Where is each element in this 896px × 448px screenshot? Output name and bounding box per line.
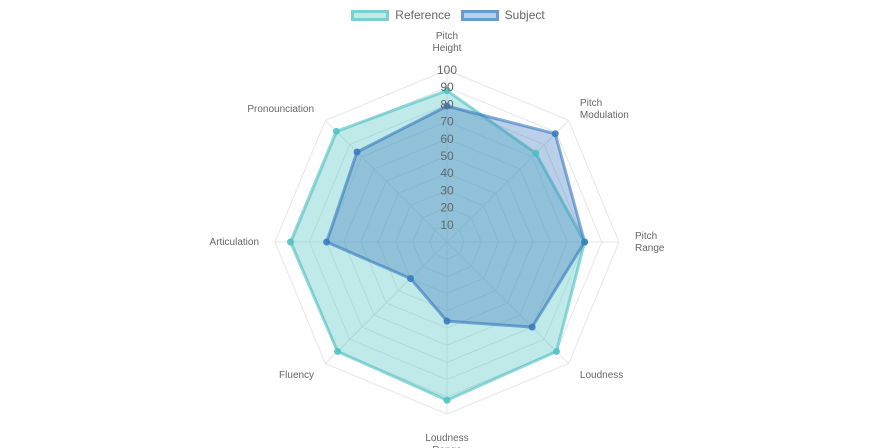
data-point-subject xyxy=(443,102,451,110)
legend-item-subject[interactable]: Subject xyxy=(460,8,545,22)
axis-label: Range xyxy=(635,243,665,254)
data-point-subject xyxy=(551,130,559,138)
axis-label: Pitch xyxy=(635,231,657,242)
legend-swatch-subject xyxy=(460,9,499,21)
chart-legend: Reference Subject xyxy=(0,6,896,24)
data-point-reference xyxy=(443,396,451,404)
angle-line xyxy=(446,120,569,243)
data-point-subject xyxy=(528,323,536,331)
legend-label-reference: Reference xyxy=(395,8,451,22)
tick-label: 50 xyxy=(440,149,454,163)
axis-label: Modulation xyxy=(580,110,629,121)
tick-label: 60 xyxy=(440,132,454,146)
tick-label: 30 xyxy=(440,183,454,197)
angle-line xyxy=(325,241,448,364)
axis-label: Articulation xyxy=(210,237,259,248)
tick-label: 20 xyxy=(440,201,454,215)
data-point-reference xyxy=(334,347,342,355)
axis-label: Fluency xyxy=(279,370,314,381)
data-point-subject xyxy=(407,274,415,282)
legend-item-reference[interactable]: Reference xyxy=(351,8,451,22)
data-point-subject xyxy=(353,148,361,156)
data-point-reference xyxy=(552,347,560,355)
axis-label: Pronounciation xyxy=(247,104,314,115)
data-point-reference xyxy=(332,127,340,135)
tick-label: 100 xyxy=(437,63,457,77)
data-point-reference xyxy=(443,87,451,95)
axis-label: Pitch xyxy=(580,98,602,109)
tick-label: 10 xyxy=(440,218,454,232)
tick-label: 80 xyxy=(440,97,454,111)
tick-label: 40 xyxy=(440,166,454,180)
axis-label: Height xyxy=(433,43,462,54)
axis-label: Pitch xyxy=(436,31,458,42)
tick-label: 90 xyxy=(440,80,454,94)
data-point-reference xyxy=(532,149,540,157)
data-point-reference xyxy=(286,238,294,246)
angle-line xyxy=(325,120,448,243)
legend-swatch-reference xyxy=(351,9,390,21)
data-point-subject xyxy=(443,317,451,325)
axis-label: Loudness xyxy=(580,370,623,381)
tick-label: 70 xyxy=(440,115,454,129)
data-point-subject xyxy=(581,238,589,246)
angle-line xyxy=(446,241,569,364)
axis-label: Loudness xyxy=(425,433,468,444)
legend-label-subject: Subject xyxy=(504,8,545,22)
data-point-subject xyxy=(323,238,331,246)
axis-label: Range xyxy=(432,445,462,448)
